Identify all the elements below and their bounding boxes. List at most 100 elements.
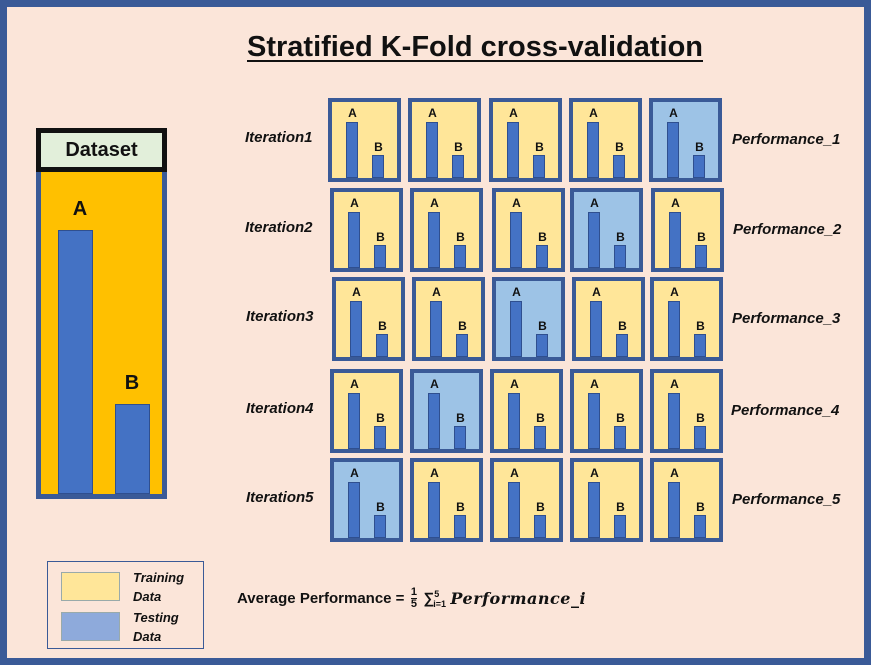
fold-class-a-label: A [350, 196, 359, 210]
summation-symbol: ∑ [423, 589, 435, 607]
fold-class-b-bar [694, 426, 706, 449]
fold-class-a-bar [507, 122, 519, 178]
fold-class-b-label: B [374, 140, 383, 154]
fold-class-a-label: A [430, 196, 439, 210]
fold-class-b-label: B [536, 411, 545, 425]
fold-class-b-bar [376, 334, 388, 357]
fold-class-b-label: B [618, 319, 627, 333]
dataset-header: Dataset [36, 128, 167, 172]
fold-class-a-label: A [352, 285, 361, 299]
diagram-title: Stratified K-Fold cross-validation [247, 31, 703, 63]
fold-class-b-bar [614, 245, 626, 268]
fold-class-a-bar [668, 393, 680, 449]
fold-class-a-bar [587, 122, 599, 178]
iteration-label: Iteration3 [246, 308, 314, 325]
fold-class-b-label: B [695, 140, 704, 154]
performance-label: Performance_2 [733, 221, 842, 238]
fold-class-a-label: A [512, 285, 521, 299]
legend: Training Data Testing Data [47, 561, 204, 649]
fold-class-a-bar [588, 482, 600, 538]
fold-class-b-label: B [697, 230, 706, 244]
fold-class-b-label: B [378, 319, 387, 333]
fold-class-b-bar [534, 426, 546, 449]
fold-class-a-label: A [350, 466, 359, 480]
fold-class-a-bar [510, 212, 522, 268]
legend-testing-label: Testing Data [133, 610, 179, 644]
fold-class-b-bar [454, 245, 466, 268]
fold-class-a-label: A [669, 106, 678, 120]
fold-class-a-label: A [350, 377, 359, 391]
fold-class-a-bar [590, 301, 602, 357]
fold-class-b-bar [374, 515, 386, 538]
performance-label: Performance_1 [732, 131, 841, 148]
fold-class-a-bar [588, 393, 600, 449]
fold-class-b-label: B [535, 140, 544, 154]
fold-class-b-label: B [616, 500, 625, 514]
formula-fraction-denominator: 5 [410, 598, 418, 610]
dataset-class-b-label: B [124, 372, 140, 394]
fold-class-a-label: A [590, 377, 599, 391]
fold-class-a-bar [668, 301, 680, 357]
fold-class-a-bar [350, 301, 362, 357]
fold-class-a-label: A [510, 377, 519, 391]
fold-class-a-label: A [428, 106, 437, 120]
fold-class-a-bar [428, 212, 440, 268]
fold-class-b-label: B [376, 411, 385, 425]
formula-term: Performance_i [450, 589, 587, 608]
fold-class-b-label: B [616, 230, 625, 244]
dataset-class-a-label: A [72, 198, 88, 220]
fold-class-b-bar [614, 426, 626, 449]
fold-class-b-bar [693, 155, 705, 178]
fold-class-b-bar [536, 334, 548, 357]
fold-class-a-bar [348, 393, 360, 449]
dataset-panel: Dataset A B [36, 128, 167, 499]
dataset-class-b-bar [115, 404, 150, 494]
performance-label: Performance_4 [731, 402, 840, 419]
fold-class-b-label: B [616, 411, 625, 425]
fold-class-b-label: B [458, 319, 467, 333]
fold-class-a-bar [346, 122, 358, 178]
fold-class-b-bar [454, 426, 466, 449]
fold-class-a-label: A [512, 196, 521, 210]
fold-class-a-label: A [510, 466, 519, 480]
legend-training-swatch [61, 572, 120, 601]
fold-class-a-label: A [589, 106, 598, 120]
fold-class-a-bar [430, 301, 442, 357]
fold-class-a-label: A [430, 377, 439, 391]
fold-class-b-label: B [456, 500, 465, 514]
fold-class-a-label: A [432, 285, 441, 299]
fold-class-b-bar [534, 515, 546, 538]
fold-class-b-label: B [456, 411, 465, 425]
legend-training-label: Training Data [133, 570, 185, 604]
formula-lhs: Average Performance = [237, 590, 405, 607]
legend-testing-swatch [61, 612, 120, 641]
iteration-label: Iteration2 [245, 219, 313, 236]
fold-class-a-label: A [509, 106, 518, 120]
fold-class-b-bar [374, 426, 386, 449]
fold-class-a-bar [348, 212, 360, 268]
formula-summation: ∑5i=1 [423, 589, 445, 609]
fold-class-b-label: B [454, 140, 463, 154]
fold-class-b-bar [536, 245, 548, 268]
fold-class-b-bar [695, 245, 707, 268]
fold-class-b-label: B [538, 230, 547, 244]
fold-class-b-bar [694, 515, 706, 538]
summation-lower: i=1 [433, 598, 446, 609]
